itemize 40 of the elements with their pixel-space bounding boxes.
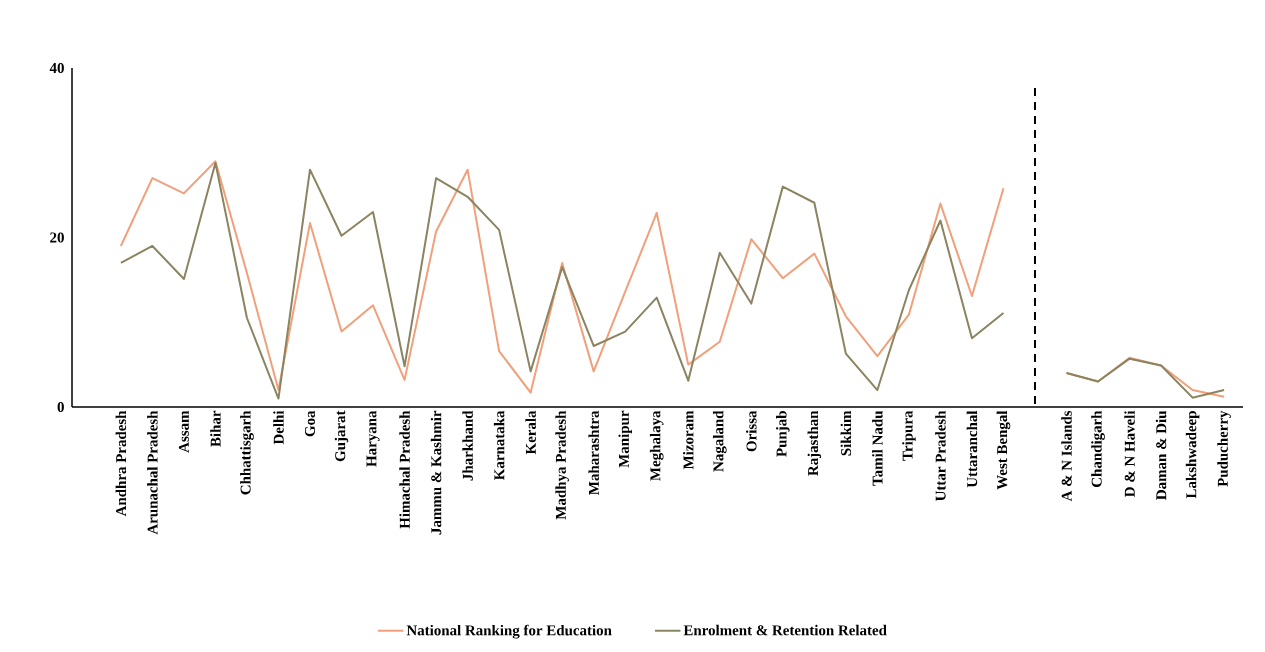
x-tick-label: Jharkhand	[462, 410, 473, 481]
y-tick-label: 40	[49, 62, 64, 74]
x-tick-label: Puducherry	[1217, 410, 1231, 487]
x-tick-label: Gujarat	[334, 410, 349, 462]
x-tick-label: Assam	[178, 410, 189, 453]
x-tick-label: D & N Haveli	[1124, 410, 1135, 497]
x-tick-label: Daman & Diu	[1155, 410, 1167, 500]
x-tick-label: Chhattisgarh	[240, 410, 254, 495]
x-tick-label: Goa	[304, 410, 316, 437]
x-tick-label: Uttaranchal	[966, 410, 978, 488]
y-tick-label: 20	[50, 232, 64, 243]
x-tick-label: Lakshwadeep	[1185, 411, 1200, 499]
x-tick-label: West Bengal	[996, 410, 1011, 490]
x-tick-label: Tamil Nadu	[872, 410, 883, 486]
x-tick-label: Jammu & Kashmir	[430, 410, 442, 535]
x-tick-label: Nagaland	[712, 410, 727, 472]
y-tick-label: 0	[57, 401, 64, 413]
x-tick-label: Arunachal Pradesh	[147, 410, 158, 535]
x-tick-label: Andhra Pradesh	[115, 410, 127, 517]
x-tick-label: Mizoram	[683, 410, 694, 470]
legend-label: National Ranking for Education	[406, 624, 612, 639]
x-tick-label: A & N Islands	[1061, 410, 1072, 502]
x-tick-label: Orissa	[746, 410, 757, 452]
x-tick-label: Karnataka	[493, 410, 505, 480]
x-tick-label: Rajasthan	[807, 410, 822, 476]
x-tick-label: Meghalaya	[649, 410, 664, 481]
x-tick-label: Kerala	[525, 410, 536, 455]
x-tick-label: Punjab	[776, 411, 790, 457]
x-tick-label: Madhya Pradesh	[555, 410, 569, 520]
x-tick-label: Himachal Pradesh	[399, 410, 410, 529]
x-tick-label: Manipur	[618, 410, 632, 468]
x-tick-label: Haryana	[366, 410, 380, 467]
x-tick-label: Bihar	[210, 410, 221, 447]
x-tick-label: Maharashtra	[588, 410, 599, 495]
x-tick-label: Uttar Pradesh	[935, 410, 946, 502]
x-tick-label: Delhi	[273, 410, 284, 445]
x-tick-label: Chandigarh	[1091, 410, 1105, 488]
legend-label: Enrolment & Retention Related	[683, 624, 887, 636]
x-tick-label: Tripura	[902, 410, 916, 461]
x-tick-label: Sikkim	[840, 410, 852, 456]
